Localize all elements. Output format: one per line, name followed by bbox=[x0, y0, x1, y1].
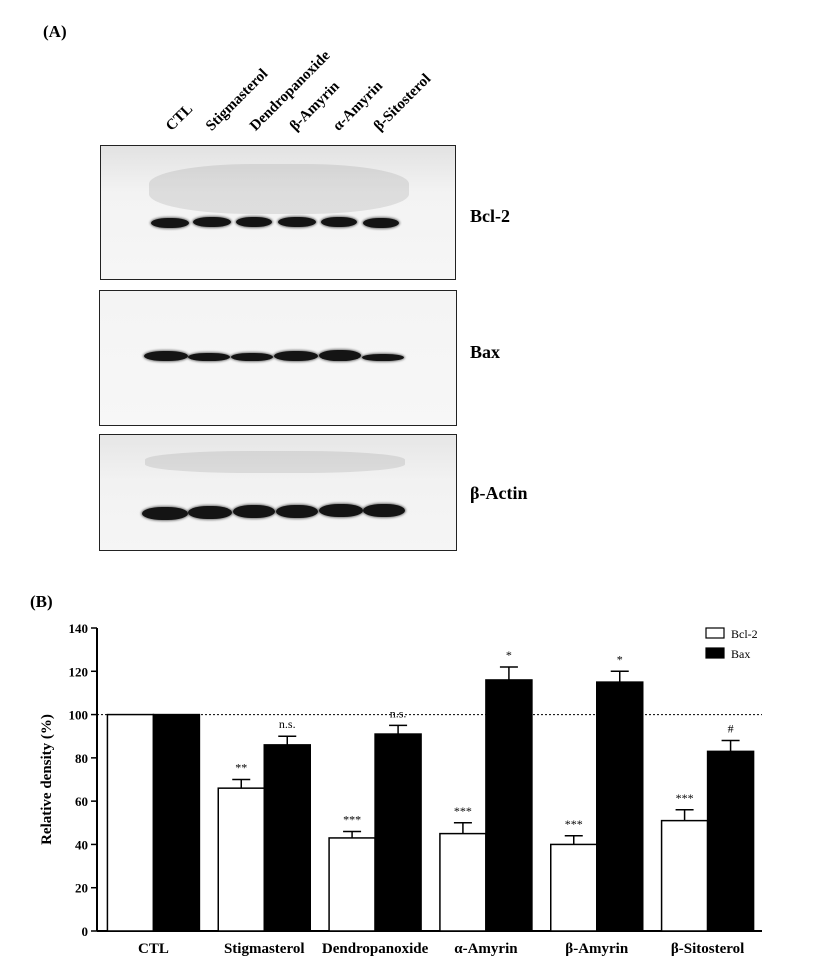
bar-bax bbox=[706, 750, 755, 932]
x-tick-label: β-Sitosterol bbox=[671, 941, 744, 957]
y-tick-label: 40 bbox=[75, 837, 88, 852]
bar-bax bbox=[596, 681, 644, 932]
bar-bax bbox=[374, 733, 422, 932]
x-tick-label: α-Amyrin bbox=[454, 941, 518, 957]
y-tick-label: 20 bbox=[75, 881, 88, 896]
y-tick-label: 0 bbox=[82, 924, 89, 939]
significance-label: # bbox=[728, 722, 734, 736]
blot-bax bbox=[99, 290, 457, 426]
significance-label: *** bbox=[565, 817, 583, 831]
x-tick-label: CTL bbox=[138, 941, 169, 957]
blot-bcl2 bbox=[100, 145, 456, 280]
blot-label-bcl2: Bcl-2 bbox=[470, 206, 510, 226]
significance-label: ** bbox=[235, 761, 247, 775]
panel-b-label: (B) bbox=[30, 592, 53, 611]
significance-label: *** bbox=[454, 804, 472, 818]
bar-bax bbox=[152, 713, 201, 932]
significance-label: n.s. bbox=[279, 717, 296, 731]
bar-bcl2 bbox=[660, 819, 709, 932]
y-tick-label: 100 bbox=[69, 708, 89, 723]
y-tick-label: 60 bbox=[75, 794, 88, 809]
x-tick-label: Dendropanoxide bbox=[322, 941, 429, 957]
bar-bcl2 bbox=[328, 837, 376, 932]
significance-label: * bbox=[506, 648, 512, 662]
y-tick-label: 80 bbox=[75, 751, 88, 766]
blot-label-bax: Bax bbox=[470, 342, 501, 362]
legend-swatch bbox=[705, 627, 725, 639]
legend-swatch bbox=[705, 647, 725, 659]
bar-bcl2 bbox=[550, 843, 598, 932]
panel-a-label: (A) bbox=[43, 22, 67, 41]
significance-label: n.s. bbox=[390, 706, 407, 720]
y-tick-label: 140 bbox=[69, 621, 89, 636]
bar-bcl2 bbox=[217, 787, 265, 932]
bar-bax bbox=[263, 744, 311, 932]
legend-label: Bcl-2 bbox=[731, 627, 758, 641]
x-tick-label: β-Amyrin bbox=[565, 941, 629, 957]
x-tick-label: Stigmasterol bbox=[224, 941, 305, 957]
significance-label: *** bbox=[343, 812, 361, 826]
legend-label: Bax bbox=[731, 647, 750, 661]
bar-bax bbox=[485, 679, 533, 932]
y-tick-label: 120 bbox=[69, 664, 89, 679]
y-axis-label: Relative density (%) bbox=[39, 714, 55, 845]
bar-bcl2 bbox=[106, 713, 155, 932]
bar-bcl2 bbox=[439, 832, 487, 932]
blot-label-beta-actin: β-Actin bbox=[470, 483, 528, 503]
significance-label: *** bbox=[676, 791, 694, 805]
significance-label: * bbox=[617, 652, 623, 666]
blot-beta-actin bbox=[99, 434, 457, 551]
